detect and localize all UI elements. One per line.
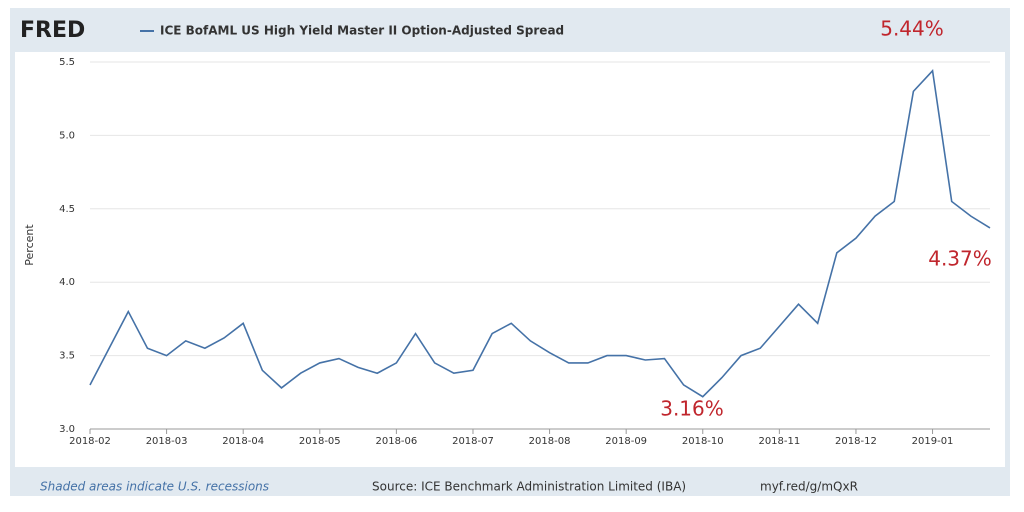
- footer-link[interactable]: myf.red/g/mQxR: [760, 480, 858, 494]
- x-tick-label: 2018-08: [529, 436, 571, 447]
- x-tick-label: 2018-02: [69, 436, 111, 447]
- annotation: 5.44%: [880, 17, 944, 41]
- plot-background: [15, 52, 1005, 467]
- x-tick-label: 2018-09: [605, 436, 647, 447]
- y-tick-label: 3.0: [59, 424, 75, 435]
- x-tick-label: 2018-04: [222, 436, 264, 447]
- y-tick-label: 4.0: [59, 277, 75, 288]
- x-tick-label: 2018-11: [758, 436, 800, 447]
- x-tick-label: 2018-12: [835, 436, 877, 447]
- footer-source: Source: ICE Benchmark Administration Lim…: [372, 480, 686, 494]
- annotation: 3.16%: [660, 397, 724, 421]
- legend-label: ICE BofAML US High Yield Master II Optio…: [160, 24, 564, 38]
- x-tick-label: 2018-03: [146, 436, 188, 447]
- y-tick-label: 5.0: [59, 130, 75, 141]
- x-tick-label: 2018-10: [682, 436, 724, 447]
- x-tick-label: 2018-07: [452, 436, 494, 447]
- y-axis-label: Percent: [23, 224, 36, 266]
- footer-note[interactable]: Shaded areas indicate U.S. recessions: [40, 480, 269, 494]
- y-tick-label: 3.5: [59, 351, 75, 362]
- annotation: 4.37%: [928, 247, 992, 271]
- y-tick-label: 5.5: [59, 57, 75, 68]
- series-line: [89, 69, 991, 398]
- logo: FRED: [20, 18, 85, 43]
- x-tick-label: 2018-05: [299, 436, 341, 447]
- x-tick-label: 2019-01: [912, 436, 954, 447]
- y-tick-label: 4.5: [59, 204, 75, 215]
- x-tick-label: 2018-06: [375, 436, 417, 447]
